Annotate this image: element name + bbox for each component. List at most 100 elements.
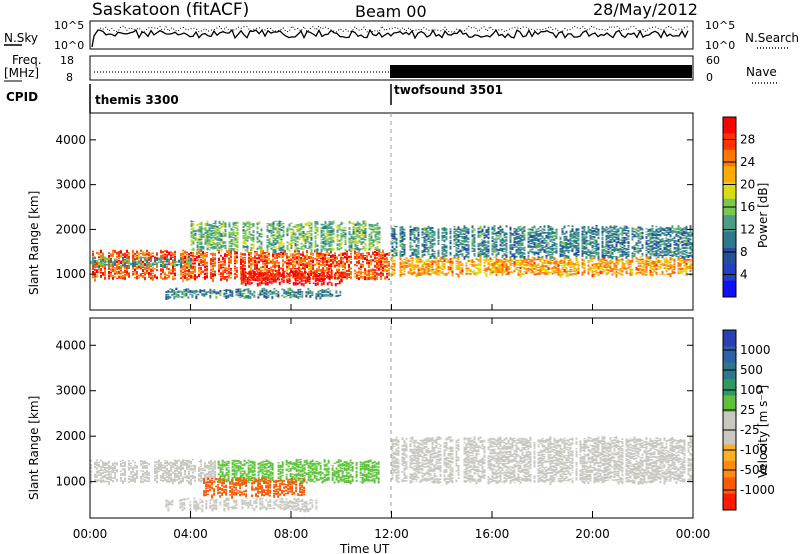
heatmap-cell bbox=[263, 292, 266, 294]
heatmap-cell bbox=[172, 481, 174, 484]
heatmap-cell bbox=[277, 480, 280, 483]
heatmap-cell bbox=[611, 236, 614, 238]
heatmap-cell bbox=[244, 238, 247, 242]
heatmap-cell bbox=[647, 260, 650, 263]
heatmap-cell bbox=[256, 260, 258, 265]
heatmap-cell bbox=[309, 480, 312, 483]
heatmap-cell bbox=[164, 264, 166, 269]
heatmap-cell bbox=[403, 443, 406, 447]
heatmap-cell bbox=[483, 244, 486, 247]
heatmap-cell bbox=[217, 492, 220, 495]
heatmap-cell bbox=[208, 235, 211, 239]
heatmap-cell bbox=[345, 464, 348, 468]
heatmap-cell bbox=[378, 263, 380, 267]
heatmap-cell bbox=[354, 235, 357, 238]
heatmap-cell bbox=[675, 233, 678, 237]
heatmap-cell bbox=[268, 223, 271, 227]
heatmap-cell bbox=[257, 490, 260, 494]
heatmap-cell bbox=[621, 230, 624, 234]
heatmap-cell bbox=[174, 478, 176, 483]
heatmap-cell bbox=[271, 291, 274, 295]
heatmap-cell bbox=[256, 226, 259, 230]
heatmap-cell bbox=[587, 271, 590, 275]
heatmap-cell bbox=[549, 261, 552, 265]
heatmap-cell bbox=[215, 291, 218, 295]
heatmap-cell bbox=[391, 476, 394, 480]
heatmap-cell bbox=[288, 262, 290, 265]
heatmap-cell bbox=[611, 260, 614, 264]
heatmap-cell bbox=[645, 265, 648, 270]
heatmap-cell bbox=[348, 240, 351, 244]
heatmap-cell bbox=[268, 280, 271, 284]
heatmap-cell bbox=[473, 270, 476, 272]
heatmap-cell bbox=[171, 294, 174, 296]
heatmap-cell bbox=[611, 248, 614, 252]
heatmap-cell bbox=[317, 290, 320, 294]
heatmap-cell bbox=[116, 259, 118, 264]
heatmap-cell bbox=[335, 470, 338, 475]
heatmap-cell bbox=[158, 466, 160, 470]
heatmap-cell bbox=[581, 265, 584, 269]
heatmap-cell bbox=[370, 255, 372, 258]
heatmap-cell bbox=[637, 260, 640, 263]
heatmap-cell bbox=[455, 228, 458, 232]
heatmap-cell bbox=[308, 276, 311, 281]
heatmap-cell bbox=[302, 237, 305, 242]
heatmap-cell bbox=[409, 458, 412, 462]
heatmap-cell bbox=[136, 472, 138, 476]
heatmap-cell bbox=[567, 239, 570, 242]
heatmap-cell bbox=[220, 223, 223, 226]
heatmap-cell bbox=[350, 261, 352, 264]
heatmap-cell bbox=[595, 266, 598, 268]
heatmap-cell bbox=[423, 232, 426, 235]
heatmap-cell bbox=[368, 264, 370, 269]
heatmap-cell bbox=[341, 462, 344, 467]
heatmap-cell bbox=[503, 261, 506, 264]
heatmap-cell bbox=[435, 257, 438, 260]
heatmap-cell bbox=[249, 477, 252, 482]
heatmap-cell bbox=[146, 473, 148, 476]
heatmap-cell bbox=[334, 254, 336, 257]
heatmap-cell bbox=[277, 473, 280, 476]
heatmap-cell bbox=[142, 260, 144, 264]
heatmap-cell bbox=[285, 489, 288, 492]
heatmap-cell bbox=[415, 248, 418, 253]
heatmap-cell bbox=[615, 236, 618, 239]
heatmap-cell bbox=[98, 265, 100, 269]
heatmap-cell bbox=[547, 253, 550, 257]
heatmap-cell bbox=[326, 250, 328, 253]
heatmap-cell bbox=[124, 252, 126, 256]
heatmap-cell bbox=[180, 470, 182, 472]
heatmap-cell bbox=[246, 272, 249, 275]
heatmap-cell bbox=[242, 253, 244, 256]
heatmap-cell bbox=[427, 258, 430, 263]
heatmap-cell bbox=[314, 282, 317, 286]
heatmap-cell bbox=[188, 273, 190, 276]
heatmap-cell bbox=[403, 476, 406, 480]
heatmap-cell bbox=[433, 235, 436, 237]
heatmap-cell bbox=[168, 268, 170, 271]
heatmap-cell bbox=[473, 237, 476, 240]
heatmap-cell bbox=[216, 228, 219, 231]
heatmap-cell bbox=[136, 465, 138, 469]
heatmap-cell bbox=[296, 240, 299, 243]
heatmap-cell bbox=[328, 252, 330, 255]
heatmap-cell bbox=[603, 262, 606, 264]
heatmap-cell bbox=[254, 271, 256, 274]
heatmap-cell bbox=[663, 274, 666, 276]
heatmap-cell bbox=[597, 251, 600, 256]
heatmap-cell bbox=[336, 229, 339, 233]
heatmap-cell bbox=[667, 273, 670, 276]
heatmap-cell bbox=[405, 463, 408, 466]
heatmap-cell bbox=[687, 252, 690, 255]
heatmap-cell bbox=[158, 470, 160, 472]
heatmap-cell bbox=[615, 247, 618, 252]
heatmap-cell bbox=[266, 241, 269, 244]
heatmap-cell bbox=[609, 234, 612, 237]
heatmap-cell bbox=[160, 256, 162, 260]
heatmap-cell bbox=[386, 264, 388, 269]
heatmap-cell bbox=[651, 232, 654, 236]
heatmap-cell bbox=[128, 481, 130, 484]
heatmap-cell bbox=[459, 261, 462, 264]
heatmap-cell bbox=[140, 265, 142, 268]
